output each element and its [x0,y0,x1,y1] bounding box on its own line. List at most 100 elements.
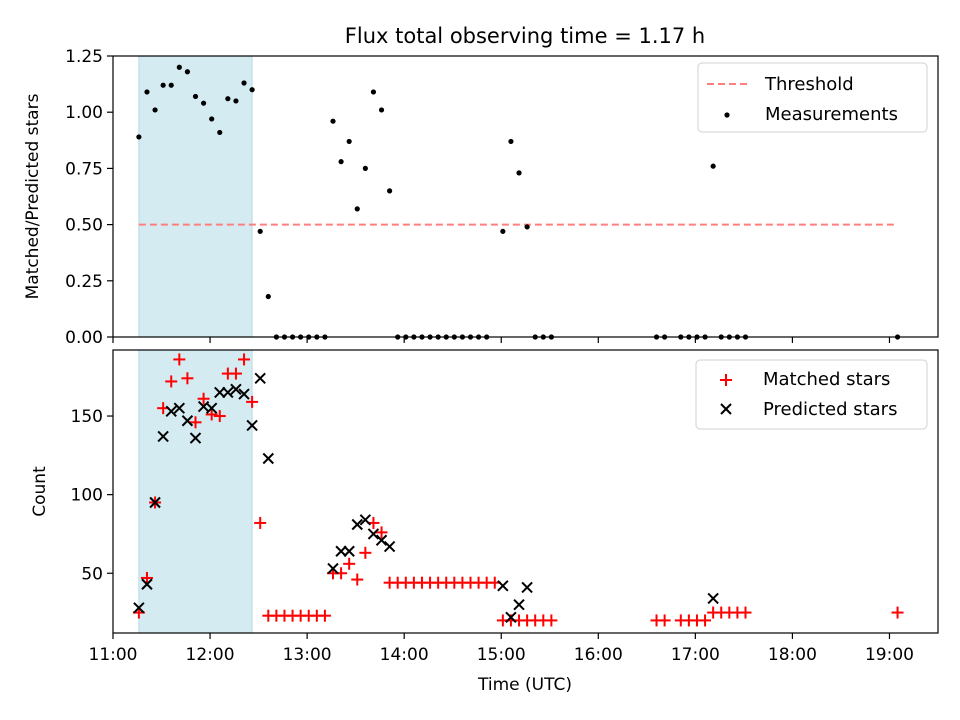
measurement-point [330,118,336,124]
bottom-legend-box [695,359,928,430]
predicted-star-point [343,545,355,557]
measurement-point [249,87,255,93]
top-observing-span [138,55,253,338]
measurement-point [370,89,377,95]
x-tick-label: 11:00 [89,645,138,665]
predicted-star-point [351,518,363,531]
figure-title: Flux total observing time = 1.17 h [345,24,705,48]
predicted-star-point [173,402,186,414]
x-tick-label: 16:00 [574,645,623,665]
matched-star-point [739,606,752,619]
measurement-point [144,89,150,95]
top-y-tick-label: 0.50 [65,216,103,236]
x-axis-label: Time (UTC) [477,675,572,695]
measurement-point [516,170,522,176]
measurement-point [168,82,174,88]
x-tick-label: 18:00 [768,645,817,665]
top-legend-box [697,62,928,133]
measurement-point [217,129,223,136]
measurement-point [225,96,231,102]
matched-star-point [351,573,364,586]
matched-star-point [318,609,331,622]
legend-threshold-label: Threshold [764,74,854,95]
measurement-point [500,228,506,234]
matched-star-point [254,516,267,529]
top-panel: 0.00 0.25 0.50 0.75 1.00 1.25 Matched/Predict… [23,47,939,348]
bottom-x-ticks: 11:00 12:00 13:00 14:00 15:00 16:00 17:00 18:00… [89,633,914,665]
measurement-point [354,206,360,212]
legend-matched-swatch [720,374,732,386]
matched-star-point [375,526,388,539]
predicted-star-point [149,496,161,509]
measurement-point [338,159,344,165]
matched-star-point [246,395,259,408]
legend-matched-label: Matched stars [763,369,890,390]
top-y-tick-label: 0.25 [65,272,103,292]
measurement-point [387,188,393,194]
predicted-star-point [141,578,153,590]
bottom-legend: Matched stars Predicted stars [695,359,928,430]
top-y-ticks: 0.00 0.25 0.50 0.75 1.00 1.25 [65,47,113,348]
top-legend: Threshold Measurements [697,62,928,133]
predicted-star-point [246,419,258,432]
measurement-point [524,224,530,230]
bottom-y-tick-label: 150 [71,407,103,427]
x-tick-label: 17:00 [671,645,720,665]
measurement-point [136,134,142,140]
bottom-plot-frame [112,349,939,634]
x-tick-label: 15:00 [477,645,526,665]
top-y-tick-label: 1.25 [65,47,103,67]
bottom-y-tick-label: 100 [71,486,103,506]
measurement-point [378,107,385,113]
legend-measurements-label: Measurements [765,104,898,125]
bottom-y-axis-label: Count [30,466,50,517]
predicted-star-points [133,372,719,623]
predicted-star-point [189,432,202,444]
measurement-point [362,165,368,171]
predicted-star-point [254,372,266,385]
top-y-tick-label: 0.75 [65,159,103,179]
matched-star-point [181,372,194,385]
top-y-tick-label: 1.00 [65,103,103,123]
measurement-point [209,116,215,122]
matched-star-point [343,557,356,570]
matched-star-point [238,353,251,366]
predicted-star-point [375,534,388,546]
x-tick-label: 13:00 [283,645,332,665]
predicted-star-point [359,514,372,526]
top-y-axis-label: Matched/Predicted stars [23,93,43,299]
predicted-star-point [383,540,396,553]
predicted-star-point [497,580,509,592]
predicted-star-point [367,528,380,540]
measurement-point [710,163,716,169]
top-plot-frame [112,55,939,338]
predicted-star-point [133,602,145,614]
measurement-point [257,228,263,234]
predicted-star-point [205,402,218,414]
measurement-point [346,138,352,145]
predicted-star-point [707,592,719,605]
matched-star-point [165,375,178,388]
matched-star-point [359,546,372,559]
legend-measurements-swatch [724,112,730,118]
predicted-star-point [505,611,517,623]
measurement-point [192,93,199,100]
predicted-star-point [513,598,525,611]
matched-star-point [173,353,186,366]
matched-star-point [699,614,712,627]
top-y-tick-label: 0.00 [65,328,103,348]
measurement-point [160,82,166,88]
predicted-star-point [521,581,533,594]
measurement-point [241,80,247,86]
x-tick-label: 12:00 [186,645,235,665]
matched-star-point [140,571,153,584]
predicted-star-point [181,415,194,427]
matched-star-point [213,410,226,423]
measurement-point [176,64,182,70]
measurement-point [265,293,271,300]
predicted-star-point [238,388,250,400]
measurement-point [184,69,191,75]
measurement-point [233,98,239,104]
